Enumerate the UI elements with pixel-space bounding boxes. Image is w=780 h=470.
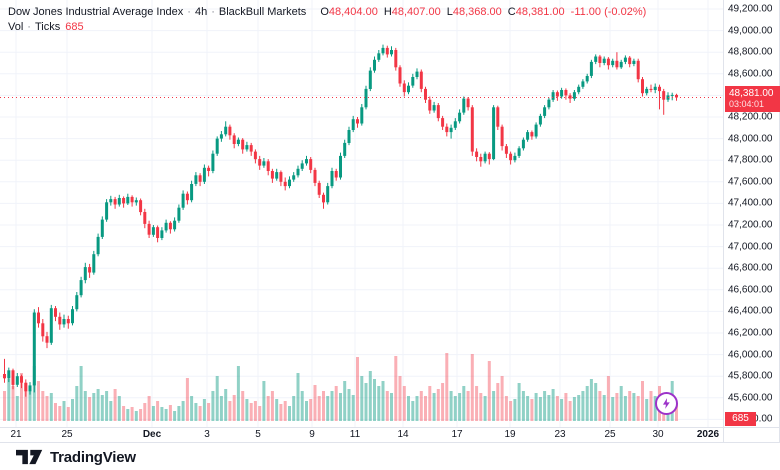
lightning-bolt-glyph <box>662 398 670 409</box>
ohlc-letter: O <box>320 6 329 18</box>
volume-series <box>3 353 678 421</box>
tradingview-wordmark: TradingView <box>50 448 136 466</box>
time-tick: 21 <box>10 429 22 440</box>
price-tick: 46,600.00 <box>728 284 773 296</box>
price-tick: 49,000.00 <box>728 25 773 37</box>
time-tick: 23 <box>554 429 566 440</box>
ohlc-value: 48,407.00 <box>391 6 441 18</box>
time-tick: 9 <box>309 429 315 440</box>
legend-row-volume[interactable]: Vol · Ticks 685 <box>8 20 646 34</box>
exchange-label: BlackBull Markets <box>218 6 307 18</box>
price-tick: 46,000.00 <box>728 349 773 361</box>
tradingview-mark-icon <box>16 449 43 465</box>
change-value: -11.00 (-0.02%) <box>570 6 647 18</box>
symbol-name[interactable]: Dow Jones Industrial Average Index <box>8 6 184 18</box>
price-tick: 45,800.00 <box>728 370 773 382</box>
legend-separator: · <box>211 6 215 18</box>
time-tick: 5 <box>255 429 261 440</box>
grid-layer <box>0 0 723 428</box>
current-price-value: 48,381.00 <box>729 88 774 99</box>
time-tick: 3 <box>204 429 210 440</box>
ohlc-letter: C <box>507 6 516 18</box>
legend-separator: · <box>187 6 191 18</box>
price-tick: 48,600.00 <box>728 68 773 80</box>
ohlc-value: 48,381.00 <box>515 6 565 18</box>
ohlc-value: 48,368.00 <box>452 6 502 18</box>
time-tick: 25 <box>61 429 73 440</box>
interval-label[interactable]: 4h <box>194 6 208 18</box>
ohlc-value: 48,404.00 <box>328 6 378 18</box>
lightning-icon[interactable] <box>655 392 678 415</box>
price-tick: 48,800.00 <box>728 46 773 58</box>
price-tick: 47,600.00 <box>728 176 773 188</box>
time-tick: Dec <box>142 429 162 440</box>
volume-axis-label: 685 <box>725 412 756 426</box>
volume-value: 685 <box>65 21 84 33</box>
candlestick-chart[interactable] <box>0 0 780 443</box>
time-tick: 25 <box>604 429 616 440</box>
price-tick: 46,200.00 <box>728 327 773 339</box>
ohlc-letter: L <box>446 6 453 18</box>
time-tick: 19 <box>504 429 516 440</box>
current-price-label: 48,381.00 03:04:01 <box>725 86 780 112</box>
candles-series <box>3 44 678 397</box>
price-tick: 47,800.00 <box>728 154 773 166</box>
price-tick: 46,800.00 <box>728 262 773 274</box>
price-tick: 48,000.00 <box>728 133 773 145</box>
price-tick: 46,400.00 <box>728 305 773 317</box>
symbol-legend: Dow Jones Industrial Average Index · 4h · Bl… <box>8 5 646 34</box>
time-tick: 2026 <box>696 429 720 440</box>
volume-label: Vol <box>8 21 24 33</box>
price-tick: 48,200.00 <box>728 111 773 123</box>
volume-type: Ticks <box>34 21 61 33</box>
legend-separator: · <box>27 21 31 33</box>
ohlc-values: O48,404.00 H48,407.00 L48,368.00 C48,381.00 <box>314 6 564 18</box>
time-tick: 17 <box>451 429 463 440</box>
price-tick: 47,200.00 <box>728 219 773 231</box>
price-tick: 45,600.00 <box>728 392 773 404</box>
tradingview-logo[interactable]: TradingView <box>16 447 136 467</box>
time-tick: 11 <box>349 429 361 440</box>
bar-countdown: 03:04:01 <box>729 99 765 109</box>
price-tick: 49,200.00 <box>728 3 773 15</box>
price-tick: 47,400.00 <box>728 197 773 209</box>
time-tick: 30 <box>652 429 664 440</box>
legend-row-symbol[interactable]: Dow Jones Industrial Average Index · 4h · Bl… <box>8 5 646 19</box>
price-tick: 47,000.00 <box>728 241 773 253</box>
ohlc-letter: H <box>383 6 392 18</box>
time-tick: 14 <box>397 429 409 440</box>
